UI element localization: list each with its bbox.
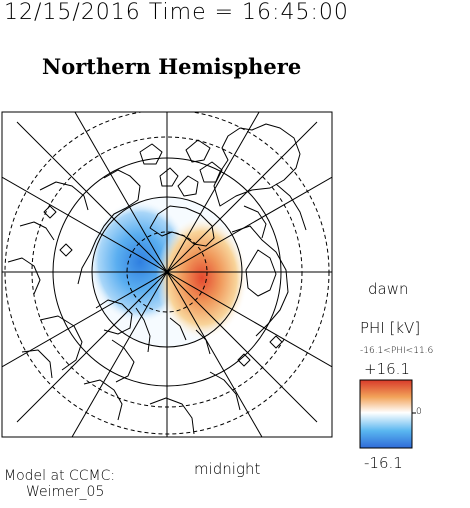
colorbar-title: PHI [kV] — [360, 319, 421, 337]
positive-cell — [156, 216, 248, 340]
meridians — [2, 112, 332, 437]
midnight-label: midnight — [194, 460, 261, 478]
coastlines — [7, 123, 307, 435]
colorbar-range: -16.1<PHI<11.6 — [360, 346, 434, 356]
datetime-title: 12/15/2016 Time = 16:45:00 — [4, 0, 349, 25]
hemisphere-title: Northern Hemisphere — [42, 54, 302, 79]
model-credit: Model at CCMC: — [4, 468, 116, 484]
colorbar — [360, 380, 412, 448]
model-name: Weimer_05 — [26, 484, 105, 500]
colorbar-min-label: -16.1 — [364, 454, 403, 472]
colorbar-zero-label: 0 — [416, 407, 422, 417]
colorbar-max-label: +16.1 — [364, 360, 410, 378]
dawn-label: dawn — [368, 280, 409, 298]
